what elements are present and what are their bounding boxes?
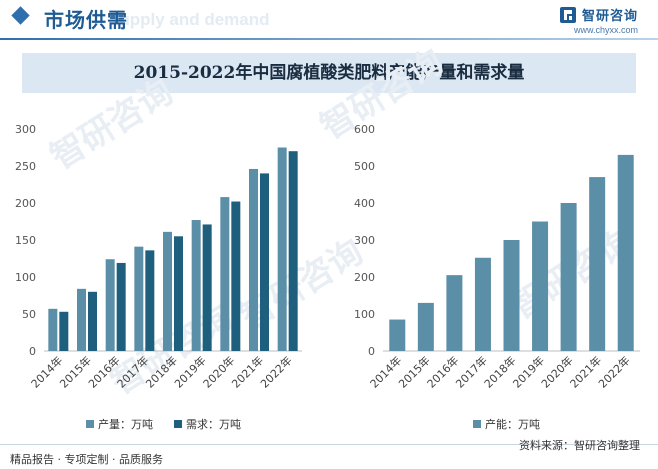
footer-divider xyxy=(0,444,658,445)
header-ghost-text: Supply and demand xyxy=(108,10,270,29)
chart-title: 2015-2022年中国腐植酸类肥料产能产量和需求量 xyxy=(133,63,525,83)
y-tick-label: 300 xyxy=(354,234,375,247)
bar-production xyxy=(48,308,58,351)
chart-left: 0501001502002503002014年2015年2016年2017年20… xyxy=(15,123,302,431)
bar-production xyxy=(249,168,258,351)
legend-label: 需求：万吨 xyxy=(186,418,241,431)
watermark-text: 智研咨询 xyxy=(314,42,451,148)
bar-capacity xyxy=(389,319,406,351)
section-title: 市场供需 xyxy=(44,8,128,32)
chart-right: 01002003004005006002014年2015年2016年2017年2… xyxy=(354,123,640,431)
bar-production xyxy=(277,147,287,351)
bar-production xyxy=(134,246,144,351)
watermarks: 智研咨询智研咨询智研咨询智研咨询智研咨询 xyxy=(44,42,641,403)
y-tick-label: 500 xyxy=(354,160,375,173)
y-tick-label: 100 xyxy=(354,308,375,321)
bar-production xyxy=(220,197,230,351)
bar-capacity xyxy=(532,221,549,351)
footer-tagline: 精品报告 · 专项定制 · 品质服务 xyxy=(10,453,163,466)
footer-source: 资料来源：智研咨询整理 xyxy=(519,439,640,452)
x-tick-label: 2022年 xyxy=(595,353,632,390)
legend-swatch xyxy=(473,420,481,428)
brand-name: 智研咨询 xyxy=(581,9,638,24)
bar-capacity xyxy=(589,177,606,351)
bar-demand xyxy=(59,311,69,351)
bar-capacity xyxy=(474,257,491,351)
y-tick-label: 300 xyxy=(15,123,36,136)
bar-capacity xyxy=(446,275,463,351)
bar-capacity xyxy=(617,154,634,351)
bar-demand xyxy=(288,151,298,351)
header-divider xyxy=(0,38,658,40)
y-tick-label: 50 xyxy=(22,308,36,321)
bar-production xyxy=(163,231,172,351)
chart-title-box: 2015-2022年中国腐植酸类肥料产能产量和需求量 xyxy=(22,53,636,93)
brand-url: www.chyxx.com xyxy=(573,25,638,35)
bar-capacity xyxy=(560,203,577,351)
y-tick-label: 400 xyxy=(354,197,375,210)
bar-demand xyxy=(202,224,212,351)
header: Supply and demand 市场供需 智研咨询 www.chyxx.co… xyxy=(0,0,658,42)
legend-label: 产量：万吨 xyxy=(98,417,153,431)
y-tick-label: 200 xyxy=(15,197,36,210)
bar-production xyxy=(191,220,201,351)
y-tick-label: 250 xyxy=(15,160,36,173)
y-tick-label: 100 xyxy=(15,271,36,284)
bar-production xyxy=(77,288,86,351)
y-tick-label: 0 xyxy=(368,345,375,358)
bar-demand xyxy=(174,236,183,351)
bar-demand xyxy=(88,291,97,351)
legend-label: 产能：万吨 xyxy=(485,417,540,431)
y-tick-label: 600 xyxy=(354,123,375,136)
bar-demand xyxy=(116,262,126,351)
bar-capacity xyxy=(417,302,434,351)
bar-demand xyxy=(145,250,155,351)
watermark-text: 智研咨询 xyxy=(44,72,181,178)
bar-demand xyxy=(260,173,269,351)
bar-demand xyxy=(231,201,241,351)
y-tick-label: 150 xyxy=(15,234,36,247)
legend-swatch xyxy=(86,420,94,428)
x-tick-label: 2022年 xyxy=(257,353,294,390)
y-tick-label: 0 xyxy=(29,345,36,358)
legend-swatch xyxy=(174,420,182,428)
bar-production xyxy=(105,259,115,351)
brand-logo-icon xyxy=(559,6,576,23)
brand: 智研咨询 www.chyxx.com xyxy=(559,4,638,35)
bar-capacity xyxy=(503,240,520,351)
y-tick-label: 200 xyxy=(354,271,375,284)
